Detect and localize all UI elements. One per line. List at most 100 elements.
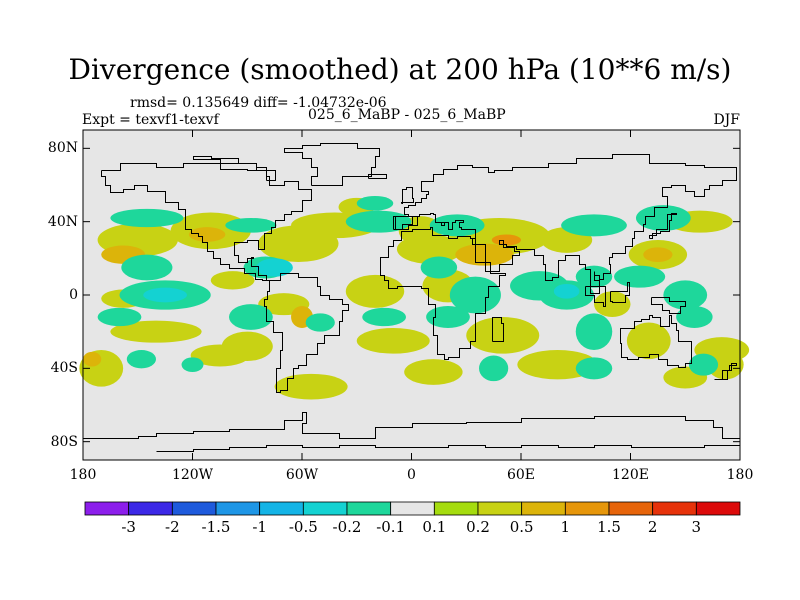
x-tick-label: 120W — [171, 467, 214, 483]
contour-blob — [356, 196, 394, 211]
colorbar-swatch — [652, 501, 697, 516]
experiment-label: Expt = texvf1-texvf — [82, 112, 219, 128]
contour-blob — [663, 280, 708, 310]
contour-blob — [614, 265, 666, 288]
contour-blob — [404, 359, 463, 385]
colorbar-swatch — [215, 501, 261, 516]
colorbar-tick-label: -0.5 — [288, 518, 318, 536]
contour-blob — [188, 227, 226, 242]
colorbar-tick-label: 1 — [560, 518, 571, 536]
contour-blob — [396, 234, 463, 264]
contour-blob — [676, 306, 713, 328]
contour-blob — [181, 357, 204, 372]
x-tick-label: 60W — [285, 467, 319, 483]
x-tick-label: 180 — [726, 467, 754, 483]
contour-blob — [274, 373, 348, 400]
coastlines — [83, 143, 741, 452]
case-label: 025_6_MaBP - 025_6_MaBP — [308, 107, 506, 123]
contour-blob — [553, 284, 580, 299]
colorbar-swatch — [259, 501, 304, 516]
coastline-segment — [714, 363, 737, 380]
x-tick-label: 180 — [69, 467, 97, 483]
contour-blob — [210, 271, 255, 290]
y-tick-label: 0 — [69, 287, 78, 303]
contour-blob — [635, 205, 691, 231]
contour-blob — [688, 353, 719, 376]
colorbar-tick-label: -0.2 — [332, 518, 362, 536]
contour-blob — [121, 254, 173, 281]
contour-blob — [110, 208, 184, 228]
colorbar-swatch — [477, 501, 523, 516]
contour-blob — [466, 317, 540, 354]
rmsd-diff-label: rmsd= 0.135649 diff= -1.04732e-06 — [130, 95, 387, 111]
coastline-segment — [649, 213, 677, 239]
contour-blob — [97, 307, 142, 327]
colorbar-swatch — [521, 501, 566, 516]
coastline-segment — [156, 445, 741, 452]
contour-blob — [479, 355, 509, 382]
coastline-segment — [620, 315, 692, 368]
contour-blob — [126, 350, 156, 369]
contour-blob — [426, 306, 470, 328]
coastline-segment — [610, 282, 630, 303]
colorbar-swatch — [128, 501, 173, 516]
contour-blob — [345, 274, 405, 308]
contour-blob — [455, 243, 514, 266]
field-contours — [79, 196, 750, 400]
colorbar-tick-label: 0.1 — [422, 518, 447, 536]
colorbar-swatch — [608, 501, 654, 516]
colorbar-tick-label: -3 — [121, 518, 136, 536]
contour-blob — [143, 287, 188, 303]
x-tick-label: 60E — [506, 467, 536, 483]
colorbar-swatch — [171, 501, 217, 516]
y-tick-label: 80S — [50, 433, 78, 450]
coastline-segment — [651, 297, 686, 314]
y-tick-label: 40N — [47, 213, 78, 230]
contour-blob — [626, 322, 671, 360]
colorbar-tick-label: -0.1 — [376, 518, 406, 536]
coastline-segment — [401, 187, 414, 204]
colorbar-tick-label: 2 — [647, 518, 658, 536]
colorbar-swatch — [390, 501, 435, 516]
contour-blob — [575, 313, 613, 350]
coastline-segment — [83, 412, 741, 439]
colorbar — [84, 501, 741, 516]
x-tick-label: 120E — [612, 467, 649, 483]
colorbar-tick-label: -2 — [165, 518, 180, 536]
contour-blob — [594, 291, 631, 317]
colorbar-swatch — [302, 501, 348, 516]
contour-blob — [305, 313, 335, 332]
contour-blob — [356, 328, 430, 354]
colorbar-tick-label: -1.5 — [201, 518, 231, 536]
contour-blob — [190, 344, 250, 367]
contour-blob — [420, 256, 458, 279]
colorbar-swatch — [564, 501, 610, 516]
coastline-segment — [585, 286, 606, 307]
colorbar-swatch — [695, 501, 741, 516]
contour-blob — [561, 214, 627, 237]
coastline-segment — [380, 227, 506, 360]
contour-blob — [256, 258, 293, 277]
map-layer — [79, 129, 750, 461]
contour-blob — [429, 214, 485, 237]
colorbar-tick-label: 0.2 — [466, 518, 490, 536]
coastline-segment — [264, 273, 349, 393]
y-tick-label: 40S — [50, 360, 78, 377]
colorbar-swatch — [346, 501, 392, 516]
coastline-segment — [101, 163, 312, 281]
coastline-segment — [193, 156, 276, 181]
colorbar-tick-label: 0.5 — [509, 518, 534, 536]
coastline-segment — [492, 317, 504, 342]
contour-blob — [110, 320, 202, 343]
contour-blob — [225, 218, 277, 233]
colorbar-tick-label: -1 — [252, 518, 267, 536]
contour-blob — [362, 307, 407, 327]
colorbar-swatch — [433, 501, 479, 516]
contour-blob — [643, 247, 673, 262]
season-label: DJF — [713, 112, 740, 128]
chart-title: Divergence (smoothed) at 200 hPa (10**6 … — [68, 53, 732, 86]
contour-blob — [575, 357, 613, 380]
contour-blob — [449, 276, 501, 314]
colorbar-tick-label: 3 — [691, 518, 702, 536]
